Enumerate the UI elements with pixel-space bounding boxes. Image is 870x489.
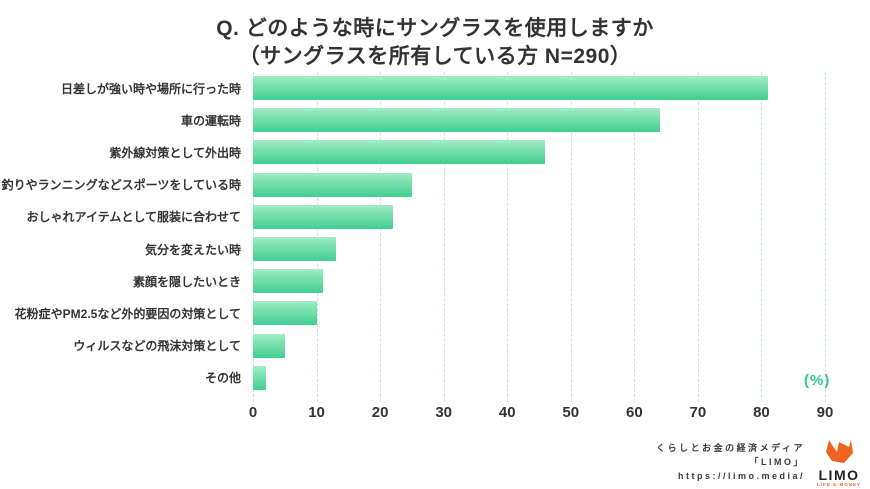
footer: くらしとお金の経済メディア 「LIMO」 https://limo.media/… <box>656 439 865 488</box>
x-tick-50: 50 <box>562 403 580 421</box>
x-tick-40: 40 <box>498 403 516 421</box>
limo-logo: LIMO LIFE & MONEY <box>813 439 865 488</box>
category-label: 気分を変えたい時 <box>144 242 241 257</box>
bar-chart: 日差しが強い時や場所に行った時車の運転時紫外線対策として外出時釣りやランニングな… <box>0 72 834 426</box>
chart-row: ウィルスなどの飛沫対策として <box>0 330 825 362</box>
bar-area <box>253 201 825 233</box>
category-label: 日差しが強い時や場所に行った時 <box>60 81 241 96</box>
category-label: 釣りやランニングなどスポーツをしている時 <box>1 178 241 193</box>
x-tick-0: 0 <box>248 403 258 421</box>
bar-64pct <box>253 108 660 133</box>
chart-row: 日差しが強い時や場所に行った時 <box>0 72 825 104</box>
bar-area <box>253 330 825 362</box>
chart-title-line2: （サングラスを所有している方 N=290） <box>238 44 632 68</box>
chart-title-line1: Q. どのような時にサングラスを使用しますか <box>216 17 654 40</box>
chart-row: その他 <box>0 362 825 394</box>
bar-area <box>253 362 825 394</box>
chart-row: 車の運転時 <box>0 104 825 136</box>
x-tick-80: 80 <box>753 403 770 421</box>
chart-title: Q. どのような時にサングラスを使用しますか （サングラスを所有している方 N=… <box>0 15 870 70</box>
chart-row: 素顔を隠したいとき <box>0 265 825 297</box>
bar-area <box>253 233 825 265</box>
bar-22pct <box>253 204 393 229</box>
bar-81pct <box>253 76 768 101</box>
category-label: その他 <box>204 371 241 386</box>
chart-row: 気分を変えたい時 <box>0 233 825 265</box>
x-tick-20: 20 <box>371 403 389 421</box>
bar-13pct <box>253 237 336 262</box>
limo-fox-logo-icon <box>826 439 853 463</box>
bar-11pct <box>253 269 323 294</box>
x-tick-30: 30 <box>435 403 452 421</box>
chart-row: 釣りやランニングなどスポーツをしている時 <box>0 169 825 201</box>
category-label: 紫外線対策として外出時 <box>109 145 241 160</box>
credit-line1: くらしとお金の経済メディア <box>656 442 805 453</box>
x-axis: 0 10 20 30 40 50 60 70 80 90 <box>249 400 834 426</box>
category-label: 素顔を隠したいとき <box>132 274 241 289</box>
bar-area <box>253 136 825 168</box>
bar-area <box>253 104 825 136</box>
bar-46pct <box>253 140 546 165</box>
bar-area <box>253 169 825 201</box>
credit-line2: 「LIMO」 <box>749 456 805 467</box>
x-tick-90: 90 <box>816 403 834 421</box>
bar-area <box>253 265 825 297</box>
x-tick-70: 70 <box>689 403 707 421</box>
bar-area <box>253 72 825 104</box>
bar-10pct <box>253 301 317 326</box>
bar-2pct <box>253 365 266 390</box>
logo-text: LIMO <box>818 466 860 483</box>
bar-area <box>253 297 825 329</box>
media-credit: くらしとお金の経済メディア 「LIMO」 https://limo.media/ <box>656 442 805 484</box>
chart-row: 花粉症やPM2.5など外的要因の対策として <box>0 297 825 329</box>
x-tick-10: 10 <box>308 403 325 421</box>
chart-row: おしゃれアイテムとして服装に合わせて <box>0 201 825 233</box>
gridline-90 <box>825 72 826 402</box>
chart-rows: 日差しが強い時や場所に行った時車の運転時紫外線対策として外出時釣りやランニングな… <box>0 72 825 394</box>
category-label: 車の運転時 <box>180 113 241 128</box>
category-label: 花粉症やPM2.5など外的要因の対策として <box>14 306 241 321</box>
category-label: おしゃれアイテムとして服装に合わせて <box>26 210 241 225</box>
logo-subtext: LIFE & MONEY <box>816 481 861 487</box>
x-tick-60: 60 <box>625 403 643 421</box>
chart-row: 紫外線対策として外出時 <box>0 136 825 168</box>
unit-label: (%) <box>804 372 831 389</box>
bar-25pct <box>253 172 412 197</box>
category-label: ウィルスなどの飛沫対策として <box>73 339 241 354</box>
bar-5pct <box>253 333 285 358</box>
credit-line3: https://limo.media/ <box>677 470 805 481</box>
